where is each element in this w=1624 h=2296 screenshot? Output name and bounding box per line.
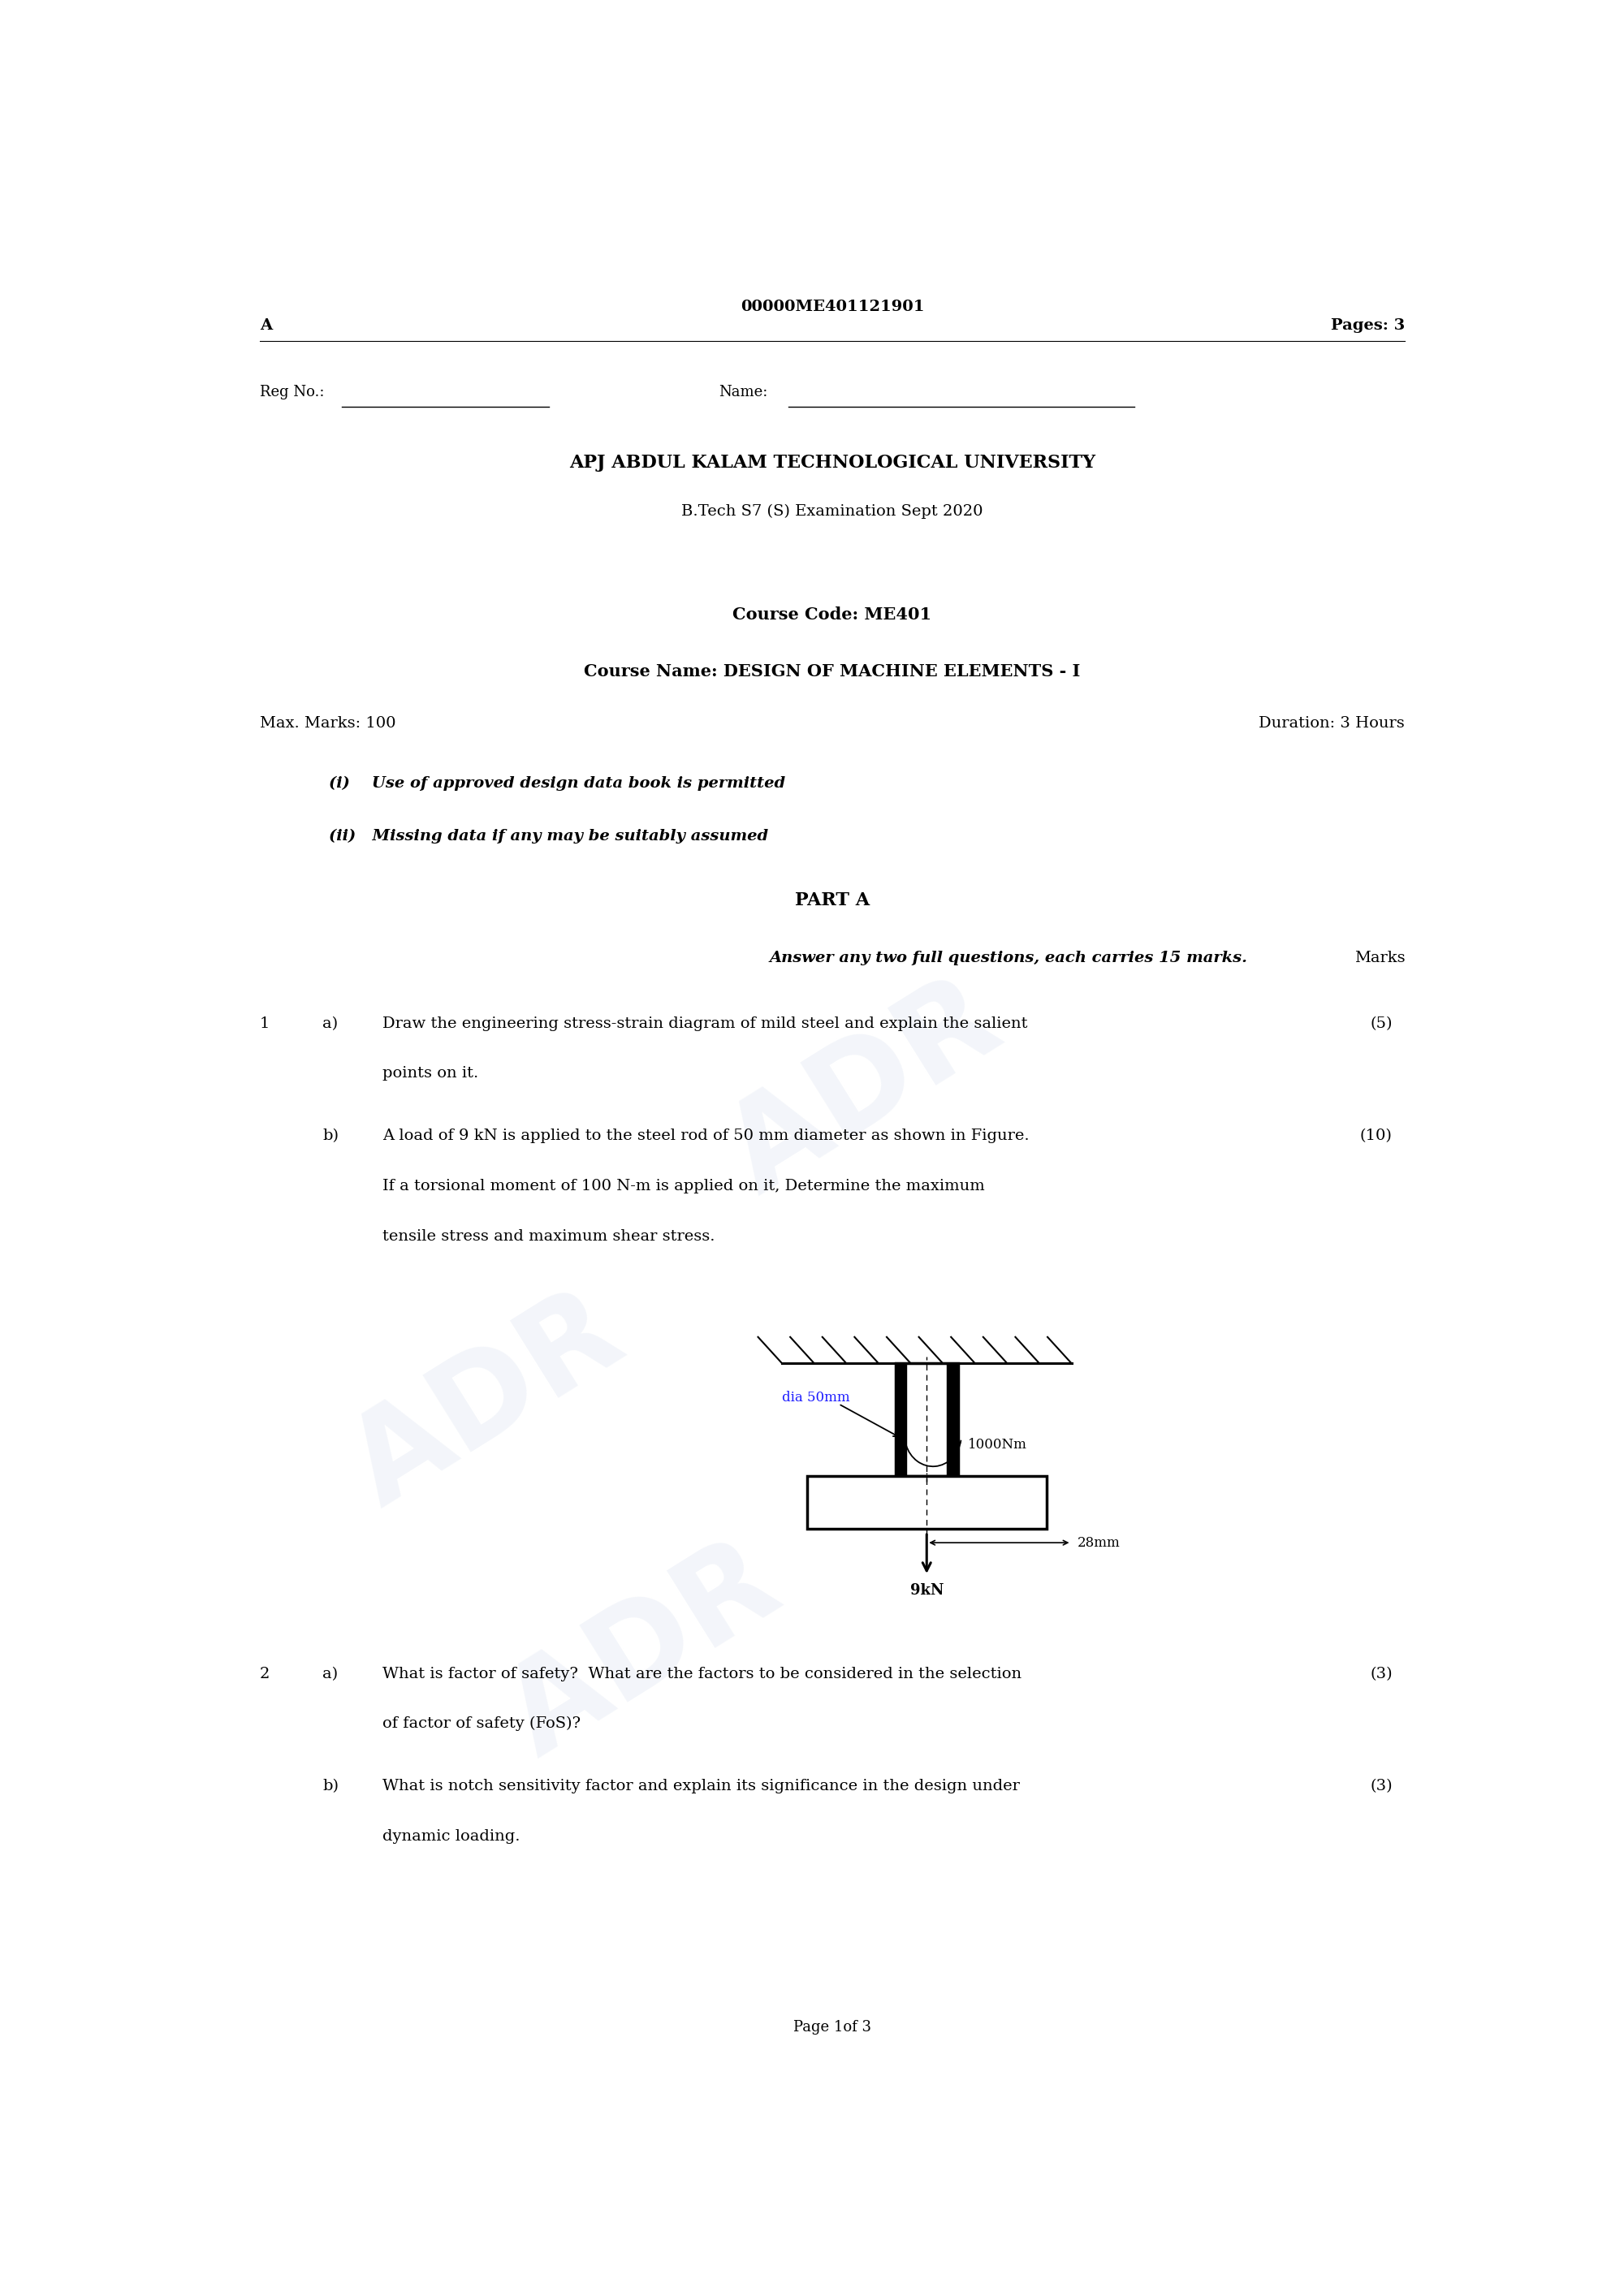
- Text: points on it.: points on it.: [382, 1065, 479, 1081]
- Text: a): a): [323, 1017, 338, 1031]
- Text: A load of 9 kN is applied to the steel rod of 50 mm diameter as shown in Figure.: A load of 9 kN is applied to the steel r…: [382, 1130, 1030, 1143]
- Text: Duration: 3 Hours: Duration: 3 Hours: [1259, 716, 1405, 730]
- Text: (ii)   Missing data if any may be suitably assumed: (ii) Missing data if any may be suitably…: [328, 829, 768, 843]
- Polygon shape: [895, 1364, 906, 1476]
- Text: tensile stress and maximum shear stress.: tensile stress and maximum shear stress.: [382, 1228, 715, 1244]
- Text: Reg No.:: Reg No.:: [260, 386, 325, 400]
- Text: a): a): [323, 1667, 338, 1681]
- Text: Draw the engineering stress-strain diagram of mild steel and explain the salient: Draw the engineering stress-strain diagr…: [382, 1017, 1028, 1031]
- Text: (i)    Use of approved design data book is permitted: (i) Use of approved design data book is …: [328, 776, 786, 790]
- Text: Name:: Name:: [719, 386, 768, 400]
- Text: Marks: Marks: [1354, 951, 1405, 964]
- Text: ADR: ADR: [706, 960, 1020, 1217]
- Text: (5): (5): [1371, 1017, 1392, 1031]
- Text: 28mm: 28mm: [1078, 1536, 1121, 1550]
- Text: 2: 2: [260, 1667, 270, 1681]
- Text: Pages: 3: Pages: 3: [1332, 319, 1405, 333]
- Text: ADR: ADR: [487, 1522, 801, 1779]
- Text: of factor of safety (FoS)?: of factor of safety (FoS)?: [382, 1717, 581, 1731]
- Text: 00000ME401121901: 00000ME401121901: [741, 298, 924, 315]
- Text: ADR: ADR: [330, 1272, 643, 1529]
- Text: 1: 1: [260, 1017, 270, 1031]
- Text: (10): (10): [1359, 1130, 1392, 1143]
- Text: Course Name: DESIGN OF MACHINE ELEMENTS - I: Course Name: DESIGN OF MACHINE ELEMENTS …: [585, 664, 1080, 680]
- Text: If a torsional moment of 100 N-m is applied on it, Determine the maximum: If a torsional moment of 100 N-m is appl…: [382, 1178, 984, 1194]
- Text: 1000Nm: 1000Nm: [968, 1437, 1026, 1451]
- Text: A: A: [260, 319, 271, 333]
- Text: b): b): [323, 1130, 339, 1143]
- Bar: [807, 1476, 1046, 1529]
- Text: B.Tech S7 (S) Examination Sept 2020: B.Tech S7 (S) Examination Sept 2020: [682, 503, 983, 519]
- Text: Course Code: ME401: Course Code: ME401: [732, 606, 932, 622]
- Text: (3): (3): [1371, 1779, 1392, 1793]
- Polygon shape: [947, 1364, 958, 1476]
- Text: PART A: PART A: [794, 891, 870, 909]
- Text: Page 1of 3: Page 1of 3: [793, 2020, 870, 2034]
- Bar: [895, 1364, 958, 1476]
- Text: What is notch sensitivity factor and explain its significance in the design unde: What is notch sensitivity factor and exp…: [382, 1779, 1020, 1793]
- Text: dia 50mm: dia 50mm: [783, 1391, 849, 1405]
- Text: Max. Marks: 100: Max. Marks: 100: [260, 716, 396, 730]
- Text: 9kN: 9kN: [909, 1584, 944, 1598]
- Text: dynamic loading.: dynamic loading.: [382, 1830, 520, 1844]
- Text: Answer any two full questions, each carries 15 marks.: Answer any two full questions, each carr…: [770, 951, 1247, 964]
- Text: (3): (3): [1371, 1667, 1392, 1681]
- Text: b): b): [323, 1779, 339, 1793]
- Text: APJ ABDUL KALAM TECHNOLOGICAL UNIVERSITY: APJ ABDUL KALAM TECHNOLOGICAL UNIVERSITY: [570, 455, 1095, 471]
- Text: What is factor of safety?  What are the factors to be considered in the selectio: What is factor of safety? What are the f…: [382, 1667, 1021, 1681]
